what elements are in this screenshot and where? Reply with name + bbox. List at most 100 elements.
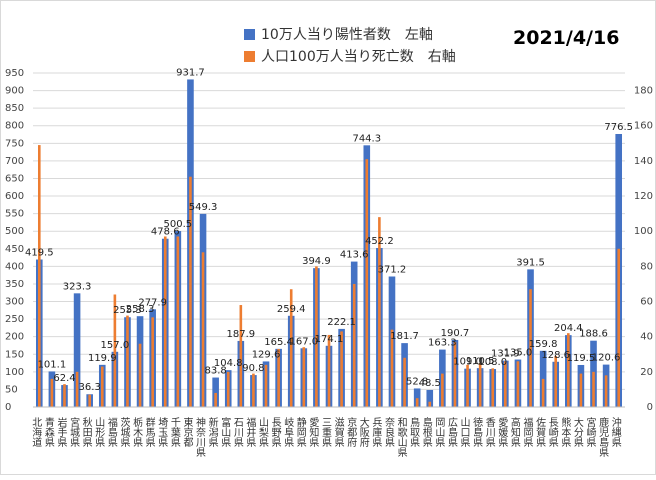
data-label: 120.6 <box>592 353 621 364</box>
bar-death <box>264 364 268 407</box>
data-label: 478.6 <box>151 227 180 238</box>
data-label: 452.2 <box>365 236 394 247</box>
data-label: 549.3 <box>189 202 218 213</box>
category-label: 岐阜県 <box>282 416 294 448</box>
legend-swatch-orange <box>244 50 255 62</box>
category-label: 栃木県 <box>131 416 143 448</box>
bar-death <box>378 217 381 407</box>
category-label-text: 沖縄県 <box>609 416 621 448</box>
category-label-text: 岩手県 <box>55 416 67 448</box>
data-label: 188.6 <box>579 329 608 340</box>
category-label-text: 埼玉県 <box>156 416 168 448</box>
legend-item-right-series: 人口100万人当り死亡数 右軸 <box>244 45 456 67</box>
category-label-text: 岡山県 <box>433 417 445 448</box>
y-left-tick-label: 250 <box>5 314 24 325</box>
bar-death <box>415 398 419 407</box>
category-label-text: 高知県 <box>508 416 520 448</box>
category-label-text: 兵庫県 <box>370 416 382 448</box>
date-label: 2021/4/16 <box>513 27 620 49</box>
category-label-text: 長野県 <box>269 417 281 448</box>
y-right-tick-label: 40 <box>640 332 653 343</box>
data-label: 931.7 <box>176 67 205 78</box>
data-label: 90.8 <box>242 363 264 374</box>
bar-death <box>37 145 41 408</box>
data-label: 258.3 <box>126 304 155 315</box>
bar-death <box>617 248 621 407</box>
data-label: 500.5 <box>164 219 193 230</box>
y-left-tick-label: 750 <box>5 138 24 149</box>
data-label: 174.1 <box>315 334 344 345</box>
bar-death <box>529 289 532 407</box>
category-label-text: 香川県 <box>483 417 495 448</box>
y-left-tick-label: 950 <box>5 68 24 79</box>
category-label: 山形県 <box>93 417 105 448</box>
category-label-text: 熊本県 <box>559 416 571 448</box>
data-label: 108.0 <box>478 357 507 368</box>
data-label: 119.9 <box>88 353 117 364</box>
y-right-tick-label: 120 <box>634 191 653 202</box>
y-left-tick-label: 50 <box>5 384 18 395</box>
bar-death <box>327 334 331 407</box>
bar-death <box>579 373 583 407</box>
bar-positive <box>73 293 81 407</box>
category-label: 岩手県 <box>55 416 67 448</box>
bar-death <box>541 378 545 407</box>
category-label-text: 鹿児島県 <box>597 416 609 458</box>
category-label: 熊本県 <box>559 416 571 448</box>
data-label: 419.5 <box>25 248 54 259</box>
data-label: 323.3 <box>63 281 92 292</box>
data-label: 104.8 <box>214 358 243 369</box>
bar-death <box>340 331 343 407</box>
data-label: 391.5 <box>516 257 545 268</box>
data-label: 128.6 <box>541 350 570 361</box>
bar-death <box>567 333 570 407</box>
bar-death <box>126 315 129 407</box>
category-label-text: 山形県 <box>93 417 105 448</box>
bar-death <box>466 364 469 407</box>
bar-death <box>604 375 608 407</box>
category-label: 岡山県 <box>433 417 445 448</box>
data-label: 255.3 <box>113 305 142 316</box>
category-label: 長野県 <box>269 417 281 448</box>
category-label-text: 栃木県 <box>131 416 143 448</box>
data-label: 163.3 <box>428 338 457 349</box>
category-label: 青森県 <box>42 416 54 448</box>
category-label-text: 茨城県 <box>118 416 130 448</box>
bar-death <box>252 373 255 407</box>
bar-death <box>441 373 444 407</box>
category-label-text: 佐賀県 <box>534 417 546 448</box>
category-label: 大阪府 <box>357 416 369 448</box>
bar-positive <box>212 377 219 407</box>
bar-death <box>403 357 406 407</box>
category-label-text: 滋賀県 <box>332 416 344 448</box>
category-label: 宮城県 <box>68 416 80 448</box>
category-label-text: 秋田県 <box>80 416 92 448</box>
bar-death <box>113 294 117 407</box>
bar-death <box>289 289 293 407</box>
data-label: 776.5 <box>604 122 633 133</box>
bar-death <box>390 329 394 407</box>
category-label: 秋田県 <box>80 416 92 448</box>
legend-label-right-series: 人口100万人当り死亡数 右軸 <box>261 49 456 65</box>
data-label: 119.5 <box>567 353 596 364</box>
y-right-tick-label: 20 <box>640 367 653 378</box>
y-left-tick-label: 200 <box>5 332 24 343</box>
bar-death <box>176 236 180 407</box>
bar-death <box>516 361 520 407</box>
category-label: 山梨県 <box>257 417 269 448</box>
data-label: 181.7 <box>390 331 419 342</box>
category-label-text: 和歌山県 <box>395 417 407 458</box>
category-label-text: 山梨県 <box>257 417 269 448</box>
y-left-tick-label: 700 <box>5 156 24 167</box>
bar-death <box>277 348 280 407</box>
category-label: 石川県 <box>231 417 243 448</box>
y-left-tick-label: 900 <box>5 86 24 97</box>
data-label: 62.4 <box>53 373 75 384</box>
data-label: 129.6 <box>252 349 281 360</box>
data-label: 413.6 <box>340 250 369 261</box>
data-label: 371.2 <box>378 264 407 275</box>
category-label: 和歌山県 <box>395 417 407 458</box>
category-label-text: 愛知県 <box>307 416 319 448</box>
legend: 10万人当り陽性者数 左軸 人口100万人当り死亡数 右軸 <box>244 23 456 67</box>
